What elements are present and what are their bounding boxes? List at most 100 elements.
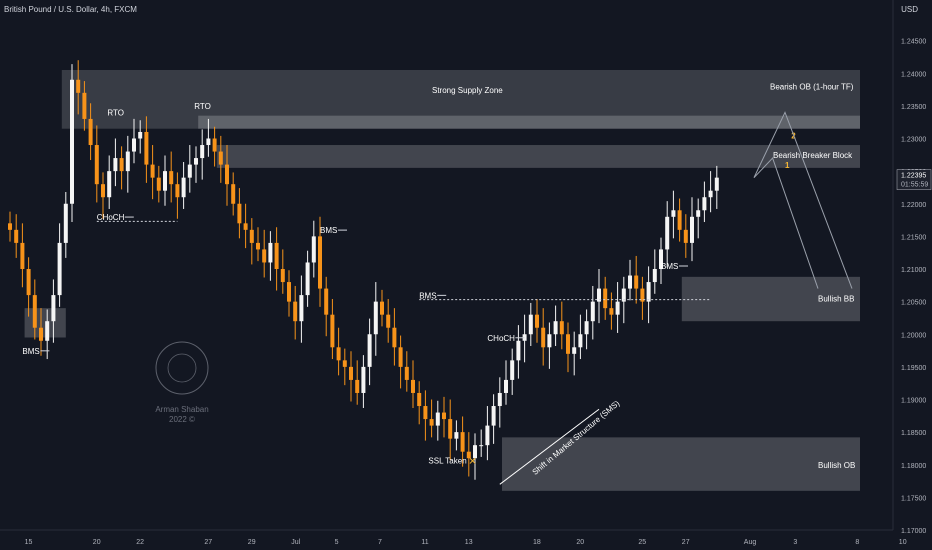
candle-body bbox=[559, 321, 564, 335]
zone-3 bbox=[681, 276, 860, 322]
candle-body bbox=[237, 203, 242, 224]
candle-body bbox=[169, 171, 174, 185]
candle-body bbox=[32, 295, 37, 328]
candle-body bbox=[621, 288, 626, 302]
candle-body bbox=[640, 288, 645, 302]
candle-body bbox=[646, 282, 651, 302]
watermark: Arman Shaban 2022 © bbox=[132, 405, 232, 425]
candle-body bbox=[20, 242, 25, 269]
candle-body bbox=[355, 379, 360, 393]
zone-4 bbox=[502, 437, 860, 491]
candle-body bbox=[324, 288, 329, 315]
candle-body bbox=[423, 406, 428, 420]
candle-body bbox=[88, 118, 93, 146]
zone-label-supply: Strong Supply Zone bbox=[432, 86, 503, 95]
watermark-name: Arman Shaban bbox=[155, 405, 209, 414]
candle-body bbox=[466, 451, 471, 459]
annotation-1: 1 bbox=[785, 161, 790, 170]
candle-body bbox=[429, 419, 434, 426]
candle-body bbox=[26, 269, 31, 296]
x-tick-label: 11 bbox=[421, 539, 428, 546]
candle-body bbox=[70, 79, 74, 204]
candle-body bbox=[442, 412, 446, 420]
candle-body bbox=[485, 425, 490, 446]
candle-body bbox=[572, 347, 577, 354]
annotation-bms: BMS bbox=[320, 226, 337, 235]
annotation-choch: CHoCH bbox=[487, 334, 515, 343]
candle-body bbox=[305, 262, 310, 296]
x-tick-label: 20 bbox=[576, 539, 584, 546]
candle-body bbox=[57, 242, 62, 296]
candle-body bbox=[280, 269, 285, 283]
zone-label-bullish-bb: Bullish BB bbox=[818, 295, 854, 304]
candle-body bbox=[578, 334, 583, 348]
candle-body bbox=[714, 177, 719, 191]
x-tick-label: 15 bbox=[25, 539, 33, 546]
candle-body bbox=[398, 347, 403, 367]
candle-body bbox=[125, 151, 130, 172]
watermark-logo-icon bbox=[155, 341, 209, 395]
candle-body bbox=[181, 177, 186, 198]
symbol-title: British Pound / U.S. Dollar, 4h, FXCM bbox=[4, 5, 137, 14]
candle-body bbox=[584, 321, 589, 335]
candle-body bbox=[690, 216, 694, 243]
candle-body bbox=[454, 432, 459, 439]
annotation-bms: BMS bbox=[22, 347, 39, 356]
candle-body bbox=[652, 269, 657, 283]
candle-body bbox=[386, 314, 391, 328]
candle-body bbox=[702, 197, 707, 211]
candle-body bbox=[150, 164, 155, 178]
candle-body bbox=[665, 216, 670, 250]
candle-body bbox=[39, 327, 43, 341]
candle-body bbox=[479, 445, 484, 447]
candle-body bbox=[76, 79, 81, 93]
candle-body bbox=[541, 327, 546, 348]
candle-body bbox=[206, 138, 211, 146]
x-tick-label: 27 bbox=[204, 539, 212, 546]
x-tick-label: 25 bbox=[638, 539, 646, 546]
candle-body bbox=[373, 301, 378, 335]
currency-label: USD bbox=[901, 5, 918, 14]
candle-body bbox=[51, 295, 56, 322]
candle-body bbox=[708, 190, 713, 198]
x-tick-label: Jul bbox=[291, 539, 300, 546]
annotation-bms: BMS bbox=[661, 262, 678, 271]
candle-body bbox=[138, 131, 143, 139]
candle-body bbox=[218, 151, 223, 165]
candle-body bbox=[212, 138, 217, 152]
candle-body bbox=[119, 158, 124, 172]
candle-body bbox=[256, 242, 260, 250]
candle-body bbox=[163, 171, 167, 191]
candle-body bbox=[392, 327, 397, 348]
projection-path-1 bbox=[753, 157, 819, 289]
candle-body bbox=[144, 131, 149, 165]
x-tick-label: Aug bbox=[744, 539, 757, 546]
candle-body bbox=[497, 392, 502, 407]
candle-body bbox=[417, 392, 422, 407]
candle-body bbox=[63, 203, 68, 243]
candle-body bbox=[597, 288, 601, 302]
candle-body bbox=[311, 236, 316, 263]
x-tick-label: 29 bbox=[248, 539, 256, 546]
candle-body bbox=[634, 275, 639, 289]
y-tick-label: 1.23000 bbox=[901, 137, 926, 144]
annotation-rto: RTO bbox=[194, 102, 211, 111]
candle-body bbox=[510, 360, 515, 380]
candle-body bbox=[553, 321, 558, 335]
annotation-bms: BMS bbox=[419, 291, 436, 300]
zone-label-bullish-ob: Bullish OB bbox=[818, 461, 855, 470]
candle-body bbox=[132, 138, 136, 152]
x-tick-label: 20 bbox=[93, 539, 101, 546]
candle-body bbox=[671, 210, 676, 217]
x-tick-label: 13 bbox=[465, 539, 473, 546]
x-tick-label: 5 bbox=[335, 539, 339, 546]
y-tick-label: 1.20000 bbox=[901, 332, 926, 339]
x-tick-label: 8 bbox=[855, 539, 859, 546]
candle-body bbox=[566, 334, 570, 354]
countdown: 01:55:59 bbox=[901, 182, 928, 189]
candle-body bbox=[249, 229, 254, 243]
x-tick-label: 10 bbox=[899, 539, 907, 546]
sms-line bbox=[499, 408, 600, 485]
